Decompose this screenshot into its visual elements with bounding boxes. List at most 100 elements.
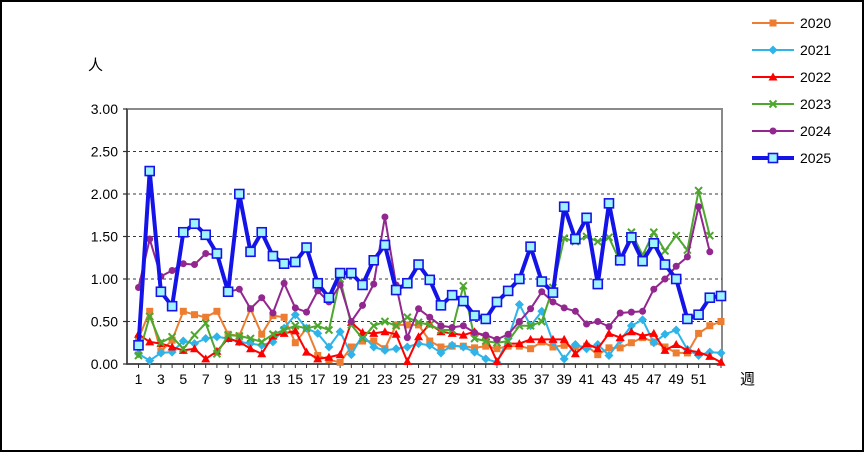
series-marker: [415, 305, 423, 313]
series-marker: [504, 330, 512, 338]
series-marker: [559, 334, 569, 343]
series-marker: [470, 334, 479, 343]
x-tick-label: 15: [288, 371, 304, 387]
series-marker: [693, 309, 704, 321]
series-marker: [604, 328, 614, 337]
legend-item-2025[interactable]: 2025: [750, 149, 831, 167]
series-marker: [527, 305, 535, 313]
series-marker: [302, 347, 312, 356]
legend-label: 2025: [800, 150, 832, 166]
series-marker: [323, 292, 335, 304]
x-tick-label: 47: [646, 371, 662, 387]
series-marker: [682, 345, 692, 354]
series-marker: [235, 285, 243, 293]
series-marker: [627, 339, 635, 347]
series-marker: [604, 233, 614, 242]
series-line-2024: [137, 205, 711, 341]
series-marker: [247, 305, 255, 313]
series-marker: [146, 307, 154, 315]
series-marker: [768, 99, 778, 109]
series-marker: [768, 72, 778, 81]
series-marker: [704, 292, 716, 304]
series-marker: [648, 238, 660, 249]
series-marker: [155, 286, 167, 298]
series-marker: [514, 300, 524, 309]
series-marker: [615, 333, 625, 342]
series-marker: [558, 201, 570, 213]
series-marker: [256, 226, 268, 238]
series-marker: [525, 241, 536, 252]
series-marker: [179, 307, 187, 315]
series-marker: [493, 335, 501, 343]
series-marker: [369, 328, 379, 337]
x-tick-label: 9: [224, 371, 232, 387]
series-marker: [583, 320, 591, 328]
x-tick-label: 7: [202, 371, 210, 387]
series-marker: [369, 342, 379, 352]
legend-swatch-icon: [752, 45, 794, 55]
x-axis-title: 週: [740, 371, 756, 388]
series-marker: [661, 275, 669, 283]
series-marker: [167, 332, 177, 342]
series-marker: [458, 295, 469, 307]
series-marker: [638, 331, 648, 340]
x-tick-label: 21: [355, 371, 371, 387]
series-marker: [156, 348, 166, 358]
series-marker: [638, 315, 648, 325]
series-marker: [258, 330, 266, 338]
series-marker: [212, 349, 222, 359]
x-tick-label: 1: [135, 371, 143, 387]
series-marker: [381, 213, 389, 221]
series-marker: [402, 356, 412, 365]
series-marker: [446, 289, 458, 301]
series-marker: [716, 357, 726, 366]
legend-item-2024[interactable]: 2024: [750, 122, 831, 140]
series-marker: [694, 186, 703, 195]
series-marker: [415, 321, 423, 329]
series-marker: [593, 237, 602, 246]
series-marker: [235, 331, 244, 341]
series-marker: [202, 313, 210, 321]
series-marker: [459, 281, 468, 291]
legend-item-2020[interactable]: 2020: [750, 14, 831, 32]
x-tick-label: 25: [400, 371, 416, 387]
series-marker: [168, 336, 176, 344]
legend-item-2022[interactable]: 2022: [750, 68, 831, 86]
series-marker: [637, 255, 648, 267]
series-marker: [436, 348, 446, 358]
series-marker: [682, 313, 693, 325]
series-marker: [705, 351, 715, 360]
series-marker: [705, 231, 715, 240]
series-marker: [312, 277, 324, 289]
series-marker: [537, 334, 547, 343]
series-marker: [650, 285, 658, 293]
series-marker: [639, 307, 647, 315]
series-marker: [334, 267, 346, 279]
x-tick-label: 23: [377, 371, 393, 387]
x-tick-label: 33: [489, 371, 505, 387]
series-marker: [470, 347, 480, 357]
series-marker: [548, 334, 558, 343]
series-marker: [166, 300, 178, 312]
series-marker: [695, 203, 703, 211]
series-marker: [413, 259, 424, 270]
series-marker: [280, 313, 288, 321]
series-marker: [134, 351, 143, 360]
series-marker: [291, 304, 299, 312]
series-marker: [403, 334, 411, 342]
legend-item-2021[interactable]: 2021: [750, 41, 831, 59]
series-marker: [391, 329, 401, 338]
series-marker: [481, 336, 490, 346]
series-marker: [290, 256, 301, 268]
series-marker: [380, 317, 390, 326]
series-marker: [448, 323, 456, 331]
series-marker: [234, 337, 244, 346]
legend-item-2023[interactable]: 2023: [750, 95, 831, 113]
series-marker: [715, 290, 727, 302]
series-marker: [144, 165, 156, 177]
series-marker: [425, 320, 434, 330]
legend-swatch-icon: [752, 72, 794, 81]
series-marker: [503, 336, 513, 346]
series-marker: [626, 232, 637, 243]
